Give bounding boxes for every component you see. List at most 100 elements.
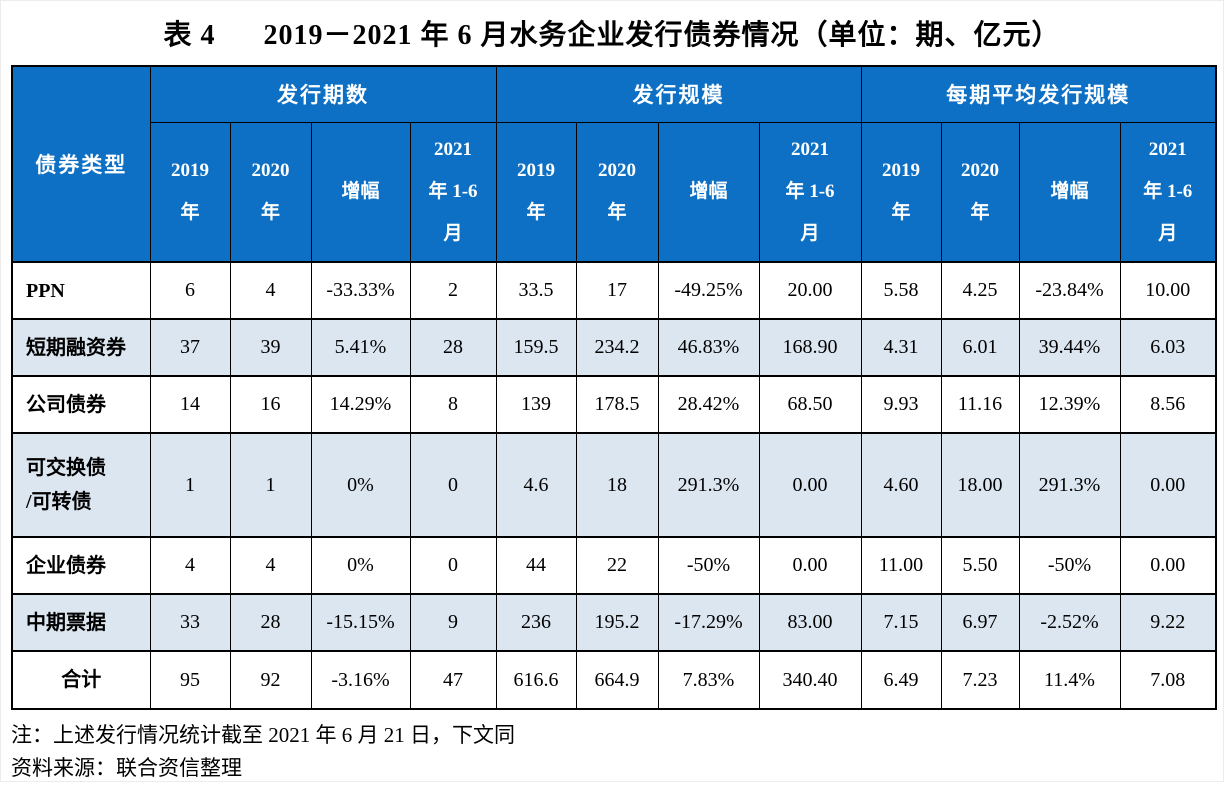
data-source: 资料来源：联合资信整理 <box>11 756 242 780</box>
subheader-line: 年 <box>607 201 627 223</box>
row-label: 公司债券 <box>11 375 151 434</box>
table-cell: 14 <box>149 375 231 434</box>
table-cell: 68.50 <box>758 375 862 434</box>
table-cell: 95 <box>149 650 231 710</box>
subheader-line: 2021 <box>434 138 472 160</box>
table-cell: 1 <box>229 432 312 538</box>
table-cell: 4.6 <box>495 432 577 538</box>
table-cell: 47 <box>409 650 497 710</box>
subheader-line: 年 <box>526 201 546 223</box>
subheader-line: 年 1-6 <box>428 180 478 202</box>
table-cell: 39.44% <box>1018 318 1121 377</box>
subheader-line: 年 1-6 <box>1143 180 1193 202</box>
table-cell: 16 <box>229 375 312 434</box>
subheader-avg-2020: 2020 年 <box>940 121 1020 263</box>
subheader-avg-2021h1: 2021 年 1-6 月 <box>1119 121 1217 263</box>
table-cell: 4.25 <box>940 261 1020 320</box>
table-cell: 5.41% <box>310 318 411 377</box>
footnote: 注：上述发行情况统计截至 2021 年 6 月 21 日，下文同 <box>11 723 515 747</box>
header-group-issue-count: 发行期数 <box>149 65 497 123</box>
table-cell: 6.49 <box>860 650 942 710</box>
table-cell: 28.42% <box>657 375 760 434</box>
table-row: 企业债券 4 4 0% 0 44 22 -50% 0.00 11.00 5.50 -50% 0.00 <box>11 536 1217 595</box>
table-cell: 39 <box>229 318 312 377</box>
table-body: PPN 6 4 -33.33% 2 33.5 17 -49.25% 20.00 5.58 4.25… <box>11 261 1217 710</box>
table-cell: -33.33% <box>310 261 411 320</box>
table-row: 合计 95 92 -3.16% 47 616.6 664.9 7.83% 340.40 6.49… <box>11 650 1217 710</box>
table-cell: -17.29% <box>657 593 760 652</box>
subheader-count-2021h1: 2021 年 1-6 月 <box>409 121 497 263</box>
table-title: 表 4 2019－2021 年 6 月水务企业发行债券情况（单位：期、亿元） <box>11 1 1213 65</box>
table-cell: -15.15% <box>310 593 411 652</box>
table-cell: -50% <box>1018 536 1121 595</box>
table-cell: 7.23 <box>940 650 1020 710</box>
table-cell: -23.84% <box>1018 261 1121 320</box>
table-row: 公司债券 14 16 14.29% 8 139 178.5 28.42% 68.50 9.93 1… <box>11 375 1217 434</box>
table-footer: 注：上述发行情况统计截至 2021 年 6 月 21 日，下文同 资料来源：联合… <box>11 719 1213 785</box>
table-cell: 7.15 <box>860 593 942 652</box>
table-cell: 7.83% <box>657 650 760 710</box>
table-cell: 234.2 <box>575 318 659 377</box>
table-cell: 18.00 <box>940 432 1020 538</box>
table-cell: 9 <box>409 593 497 652</box>
subheader-line: 增幅 <box>341 180 380 202</box>
subheader-count-growth: 增幅 <box>310 121 411 263</box>
table-title-label: 表 4 <box>163 20 216 51</box>
subheader-avg-2019: 2019 年 <box>860 121 942 263</box>
table-header: 债券类型 发行期数 发行规模 每期平均发行规模 2019 年 2020 年 增幅 <box>11 65 1217 263</box>
table-cell: 0.00 <box>1119 536 1217 595</box>
subheader-scale-2019: 2019 年 <box>495 121 577 263</box>
table-cell: 340.40 <box>758 650 862 710</box>
subheader-line: 2021 <box>1148 138 1187 160</box>
table-cell: 7.08 <box>1119 650 1217 710</box>
subheader-line: 年 <box>260 201 280 223</box>
table-cell: 4 <box>149 536 231 595</box>
table-cell: 1 <box>149 432 231 538</box>
subheader-line: 2020 <box>598 159 636 181</box>
header-sub-row: 2019 年 2020 年 增幅 2021 年 1-6 月 <box>12 121 1217 263</box>
table-cell: 664.9 <box>575 650 659 710</box>
table-cell: 46.83% <box>657 318 760 377</box>
table-cell: 178.5 <box>575 375 659 434</box>
table-cell: 8.56 <box>1119 375 1217 434</box>
table-cell: 9.93 <box>860 375 942 434</box>
table-cell: 4 <box>229 261 312 320</box>
table-cell: 0.00 <box>758 536 862 595</box>
table-cell: 0% <box>310 536 411 595</box>
table-cell: 291.3% <box>1018 432 1121 538</box>
table-cell: 6.97 <box>940 593 1020 652</box>
subheader-line: 年 <box>180 201 200 223</box>
table-cell: 33.5 <box>495 261 577 320</box>
subheader-scale-growth: 增幅 <box>657 121 760 263</box>
subheader-count-2020: 2020 年 <box>229 121 312 263</box>
subheader-line: 2020 <box>961 159 999 181</box>
table-cell: 6 <box>149 261 231 320</box>
subheader-line: 年 <box>891 201 911 223</box>
row-label: 合计 <box>11 650 151 710</box>
table-cell: -3.16% <box>310 650 411 710</box>
subheader-scale-2020: 2020 年 <box>575 121 659 263</box>
table-cell: 20.00 <box>758 261 862 320</box>
table-cell: 8 <box>409 375 497 434</box>
table-cell: 5.58 <box>860 261 942 320</box>
table-cell: 6.01 <box>940 318 1020 377</box>
table-cell: 4.31 <box>860 318 942 377</box>
subheader-scale-2021h1: 2021 年 1-6 月 <box>758 121 862 263</box>
header-bond-type: 债券类型 <box>11 65 151 263</box>
table-cell: 22 <box>575 536 659 595</box>
table-cell: 291.3% <box>657 432 760 538</box>
subheader-line: 月 <box>1158 222 1178 244</box>
table-cell: 139 <box>495 375 577 434</box>
table-cell: 14.29% <box>310 375 411 434</box>
row-label: 短期融资券 <box>11 318 151 377</box>
table-cell: -49.25% <box>657 261 760 320</box>
subheader-avg-growth: 增幅 <box>1018 121 1121 263</box>
table-cell: 159.5 <box>495 318 577 377</box>
header-group-avg-scale: 每期平均发行规模 <box>860 65 1217 123</box>
table-title-text: 2019－2021 年 6 月水务企业发行债券情况（单位：期、亿元） <box>263 20 1061 51</box>
table-cell: 28 <box>229 593 312 652</box>
table-cell: 37 <box>149 318 231 377</box>
table-cell: 0% <box>310 432 411 538</box>
table-cell: -50% <box>657 536 760 595</box>
